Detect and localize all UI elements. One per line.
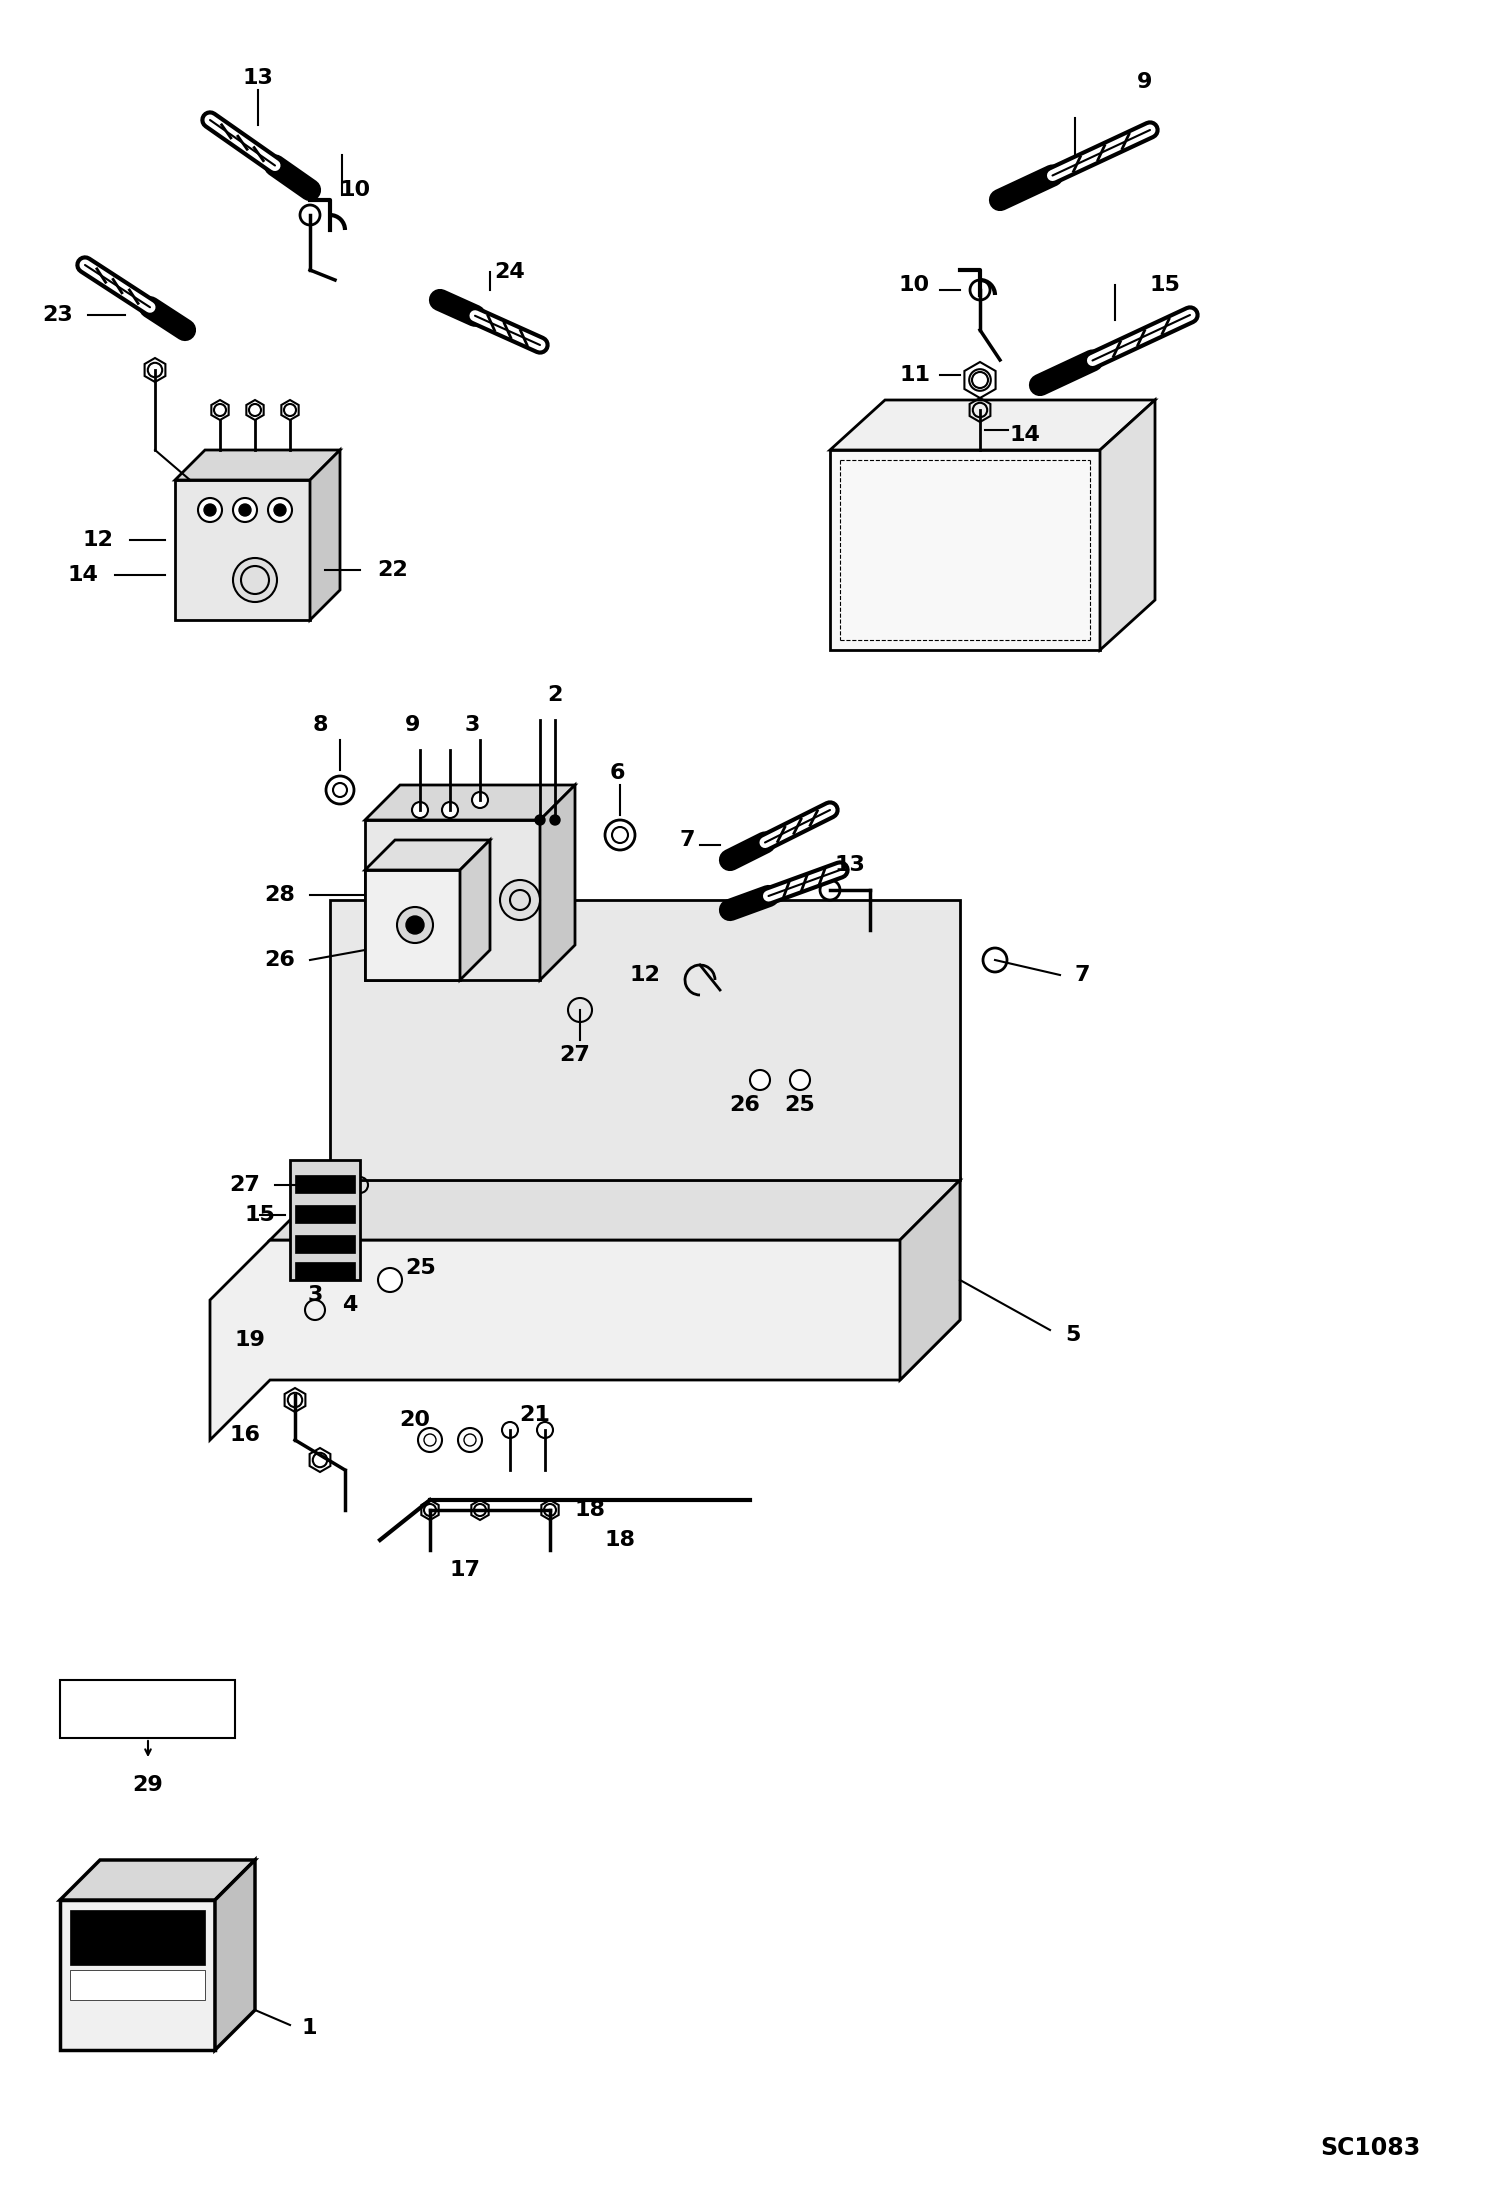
Circle shape bbox=[458, 1428, 482, 1452]
Text: 26: 26 bbox=[264, 950, 295, 970]
Text: 7: 7 bbox=[1076, 965, 1091, 985]
Bar bbox=[295, 1205, 355, 1222]
Text: 25: 25 bbox=[404, 1257, 436, 1277]
Bar bbox=[295, 1235, 355, 1253]
Polygon shape bbox=[366, 871, 460, 981]
Circle shape bbox=[234, 498, 258, 522]
Text: 16: 16 bbox=[229, 1424, 261, 1446]
Polygon shape bbox=[175, 450, 340, 480]
Circle shape bbox=[472, 792, 488, 807]
Text: 19: 19 bbox=[234, 1330, 265, 1349]
Circle shape bbox=[500, 880, 539, 919]
Text: 15: 15 bbox=[1149, 274, 1180, 294]
Circle shape bbox=[536, 1422, 553, 1437]
Text: 4: 4 bbox=[343, 1294, 358, 1314]
Polygon shape bbox=[539, 785, 575, 981]
Text: 17: 17 bbox=[449, 1560, 481, 1580]
Polygon shape bbox=[900, 1180, 960, 1380]
Text: 27: 27 bbox=[229, 1176, 261, 1196]
Circle shape bbox=[983, 948, 1007, 972]
Polygon shape bbox=[291, 1161, 360, 1279]
Polygon shape bbox=[70, 1970, 205, 2001]
Bar bbox=[295, 1262, 355, 1279]
Text: 3: 3 bbox=[464, 715, 479, 735]
Polygon shape bbox=[70, 1911, 205, 1966]
Circle shape bbox=[327, 777, 354, 803]
Text: 15: 15 bbox=[244, 1205, 276, 1224]
Polygon shape bbox=[310, 450, 340, 621]
Text: 10: 10 bbox=[340, 180, 370, 200]
Polygon shape bbox=[1100, 399, 1155, 649]
Text: 27: 27 bbox=[560, 1044, 590, 1064]
Text: 1: 1 bbox=[303, 2018, 318, 2038]
Circle shape bbox=[605, 821, 635, 849]
Polygon shape bbox=[830, 399, 1155, 450]
Circle shape bbox=[377, 1268, 401, 1292]
Text: 11: 11 bbox=[899, 364, 930, 384]
Text: 3: 3 bbox=[307, 1286, 322, 1305]
Circle shape bbox=[550, 814, 560, 825]
Text: 21: 21 bbox=[520, 1404, 550, 1424]
Circle shape bbox=[300, 204, 321, 226]
Circle shape bbox=[198, 498, 222, 522]
Circle shape bbox=[234, 557, 277, 601]
Circle shape bbox=[502, 1422, 518, 1437]
Text: 14: 14 bbox=[1010, 426, 1041, 445]
Text: 22: 22 bbox=[377, 559, 407, 579]
Text: 6: 6 bbox=[610, 764, 625, 783]
Circle shape bbox=[418, 1428, 442, 1452]
Circle shape bbox=[535, 814, 545, 825]
Polygon shape bbox=[216, 1861, 255, 2049]
Polygon shape bbox=[366, 821, 539, 981]
Circle shape bbox=[412, 803, 428, 818]
Polygon shape bbox=[366, 840, 490, 871]
Text: 7: 7 bbox=[680, 829, 695, 849]
Text: SC1083: SC1083 bbox=[1320, 2137, 1420, 2161]
Circle shape bbox=[789, 1071, 810, 1090]
Text: 5: 5 bbox=[1065, 1325, 1080, 1345]
Text: 13: 13 bbox=[243, 68, 274, 88]
Polygon shape bbox=[460, 840, 490, 981]
Circle shape bbox=[819, 880, 840, 900]
Text: 23: 23 bbox=[42, 305, 73, 325]
Text: 12: 12 bbox=[629, 965, 661, 985]
Text: 28: 28 bbox=[264, 884, 295, 904]
Text: 9: 9 bbox=[406, 715, 421, 735]
Text: 26: 26 bbox=[730, 1095, 761, 1115]
Circle shape bbox=[268, 498, 292, 522]
Polygon shape bbox=[270, 1180, 960, 1240]
Text: 8: 8 bbox=[312, 715, 328, 735]
Text: 2: 2 bbox=[547, 685, 563, 704]
Text: 13: 13 bbox=[834, 856, 866, 875]
Text: 18: 18 bbox=[605, 1529, 635, 1549]
Polygon shape bbox=[830, 450, 1100, 649]
Polygon shape bbox=[210, 1180, 960, 1439]
Text: 9: 9 bbox=[1137, 72, 1152, 92]
Text: 12: 12 bbox=[82, 531, 112, 551]
Polygon shape bbox=[60, 1861, 255, 1900]
Text: 20: 20 bbox=[400, 1411, 430, 1430]
Text: 14: 14 bbox=[67, 566, 97, 586]
Circle shape bbox=[274, 505, 286, 516]
Circle shape bbox=[204, 505, 216, 516]
Circle shape bbox=[397, 906, 433, 943]
Polygon shape bbox=[330, 900, 960, 1180]
Polygon shape bbox=[60, 1900, 216, 2049]
Text: 24: 24 bbox=[494, 261, 526, 283]
Circle shape bbox=[240, 505, 252, 516]
Text: 10: 10 bbox=[899, 274, 930, 294]
Text: 29: 29 bbox=[133, 1775, 163, 1795]
Polygon shape bbox=[175, 480, 310, 621]
Bar bbox=[295, 1176, 355, 1194]
Circle shape bbox=[406, 917, 424, 935]
Circle shape bbox=[750, 1071, 770, 1090]
Circle shape bbox=[971, 281, 990, 301]
Text: 18: 18 bbox=[575, 1501, 605, 1520]
Polygon shape bbox=[366, 785, 575, 821]
Bar bbox=[60, 1681, 235, 1738]
Text: 25: 25 bbox=[785, 1095, 815, 1115]
Circle shape bbox=[442, 803, 458, 818]
